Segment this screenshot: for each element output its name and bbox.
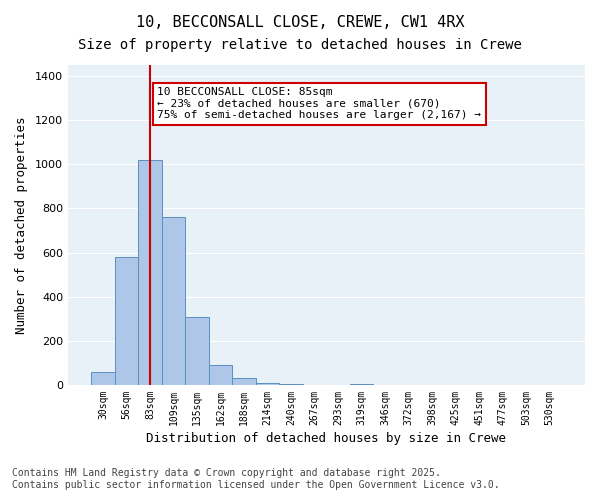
Bar [280, 384, 303, 385]
Bar [139, 160, 162, 385]
Bar [185, 316, 209, 385]
Bar [209, 365, 232, 385]
Text: 10, BECCONSALL CLOSE, CREWE, CW1 4RX: 10, BECCONSALL CLOSE, CREWE, CW1 4RX [136, 15, 464, 30]
X-axis label: Distribution of detached houses by size in Crewe: Distribution of detached houses by size … [146, 432, 506, 445]
Bar [232, 378, 256, 385]
Bar [162, 217, 185, 385]
Text: Size of property relative to detached houses in Crewe: Size of property relative to detached ho… [78, 38, 522, 52]
Text: Contains HM Land Registry data © Crown copyright and database right 2025.
Contai: Contains HM Land Registry data © Crown c… [12, 468, 500, 490]
Bar [256, 382, 280, 385]
Bar [115, 257, 139, 385]
Text: 10 BECCONSALL CLOSE: 85sqm
← 23% of detached houses are smaller (670)
75% of sem: 10 BECCONSALL CLOSE: 85sqm ← 23% of deta… [157, 87, 481, 120]
Y-axis label: Number of detached properties: Number of detached properties [15, 116, 28, 334]
Bar [91, 372, 115, 385]
Bar [350, 384, 373, 385]
